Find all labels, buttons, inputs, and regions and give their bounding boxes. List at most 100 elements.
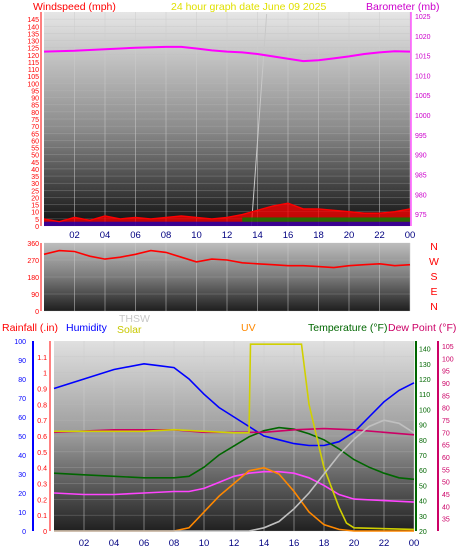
y-tick-label: 980 — [415, 192, 427, 199]
y-tick-label: 40 — [442, 504, 450, 511]
x-tick-label: 18 — [313, 230, 324, 241]
y-tick-label: 75 — [442, 418, 450, 425]
y-tick-label: 90 — [18, 358, 26, 365]
y-tick-label: 145 — [27, 17, 39, 24]
y-tick-label: 55 — [31, 146, 39, 153]
y-tick-label: 1025 — [415, 14, 431, 21]
x-tick-label: 16 — [289, 538, 300, 549]
y-tick-label: 995 — [415, 133, 427, 140]
y-tick-label: 35 — [31, 174, 39, 181]
y-tick-label: 105 — [27, 74, 39, 81]
x-tick-label: 08 — [169, 538, 180, 549]
compass-letter: N — [430, 241, 438, 253]
x-tick-label: 06 — [139, 538, 150, 549]
y-tick-label: 0.7 — [37, 418, 47, 425]
dewpoint-label: Dew Point (°F) — [388, 322, 456, 334]
y-tick-label: 135 — [27, 31, 39, 38]
temperature-label: Temperature (°F) — [308, 322, 387, 334]
series-line-humidity — [53, 362, 415, 447]
x-tick-label: 18 — [319, 538, 330, 549]
y-tick-label: 0.5 — [37, 450, 47, 457]
y-tick-label: 75 — [31, 117, 39, 124]
y-tick-label: 110 — [28, 67, 39, 74]
y-tick-label: 115 — [28, 60, 39, 67]
x-tick-label: 04 — [109, 538, 120, 549]
x-tick-label: 22 — [379, 538, 390, 549]
y-tick-label: 25 — [31, 188, 39, 195]
y-tick-label: 40 — [31, 167, 39, 174]
y-tick-label: 70 — [442, 430, 450, 437]
y-tick-label: 35 — [442, 517, 450, 524]
humidity-label: Humidity — [66, 322, 108, 334]
y-tick-label: 50 — [419, 483, 427, 490]
y-tick-label: 70 — [18, 396, 26, 403]
y-tick-label: 1.1 — [37, 355, 47, 362]
rainfall-label: Rainfall (.in) — [2, 322, 58, 334]
y-tick-label: 45 — [442, 492, 450, 499]
y-tick-label: 0.3 — [37, 482, 47, 489]
y-tick-label: 125 — [27, 46, 39, 53]
y-tick-label: 30 — [419, 514, 427, 521]
x-tick-label: 22 — [374, 230, 385, 241]
y-tick-label: 975 — [415, 212, 427, 219]
y-tick-label: 80 — [31, 110, 39, 117]
compass-letter: W — [429, 256, 439, 268]
x-tick-label: 10 — [199, 538, 210, 549]
compass-letter: S — [430, 271, 437, 283]
y-tick-label: 1 — [43, 371, 47, 378]
y-tick-label: 130 — [419, 362, 431, 369]
compass-letter: N — [430, 301, 438, 313]
y-tick-label: 1005 — [415, 93, 431, 100]
wind-gust-band — [242, 217, 410, 222]
wind-average-band — [44, 221, 410, 226]
y-tick-label: 30 — [18, 472, 26, 479]
y-tick-label: 0.6 — [37, 434, 47, 441]
y-tick-label: 270 — [27, 258, 39, 265]
y-tick-label: 60 — [419, 468, 427, 475]
y-tick-label: 95 — [31, 88, 39, 95]
x-tick-label: 04 — [100, 230, 111, 241]
y-tick-label: 0.8 — [37, 402, 47, 409]
y-tick-label: 0 — [35, 224, 39, 231]
y-tick-label: 50 — [442, 480, 450, 487]
y-tick-label: 0 — [22, 529, 26, 536]
y-tick-label: 0.2 — [37, 497, 47, 504]
x-tick-label: 14 — [259, 538, 270, 549]
series-line-solar — [54, 343, 415, 531]
y-tick-label: 100 — [14, 339, 26, 346]
y-tick-label: 0 — [35, 309, 39, 316]
y-tick-label: 360 — [27, 241, 39, 248]
y-tick-label: 1000 — [415, 113, 431, 120]
series-line-magenta — [53, 470, 415, 503]
y-tick-label: 990 — [415, 153, 427, 160]
y-tick-label: 70 — [31, 124, 39, 131]
y-tick-label: 1015 — [415, 54, 431, 61]
y-tick-label: 10 — [31, 210, 39, 217]
y-tick-label: 50 — [31, 153, 39, 160]
graph-date-label: 24 hour graph date June 09 2025 — [171, 1, 326, 13]
y-tick-label: 1020 — [415, 34, 431, 41]
y-tick-label: 85 — [442, 393, 450, 400]
y-tick-label: 110 — [419, 392, 430, 399]
y-tick-label: 10 — [18, 510, 26, 517]
x-tick-label: 20 — [349, 538, 360, 549]
y-tick-label: 90 — [442, 381, 450, 388]
y-tick-label: 85 — [31, 103, 39, 110]
y-tick-label: 5 — [35, 217, 39, 224]
y-tick-label: 55 — [442, 467, 450, 474]
windspeed-label: Windspeed (mph) — [33, 1, 116, 13]
y-tick-label: 1010 — [415, 73, 431, 80]
y-tick-label: 80 — [18, 377, 26, 384]
y-tick-label: 0 — [43, 529, 47, 536]
y-tick-label: 100 — [27, 81, 39, 88]
solar-label: Solar — [117, 324, 142, 336]
x-tick-label: 00 — [409, 538, 420, 549]
y-tick-label: 100 — [419, 407, 431, 414]
y-tick-label: 0.9 — [37, 387, 47, 394]
y-tick-label: 120 — [27, 53, 39, 60]
y-tick-label: 140 — [419, 347, 431, 354]
y-tick-label: 40 — [419, 499, 427, 506]
x-tick-label: 06 — [130, 230, 141, 241]
x-tick-label: 12 — [229, 538, 240, 549]
